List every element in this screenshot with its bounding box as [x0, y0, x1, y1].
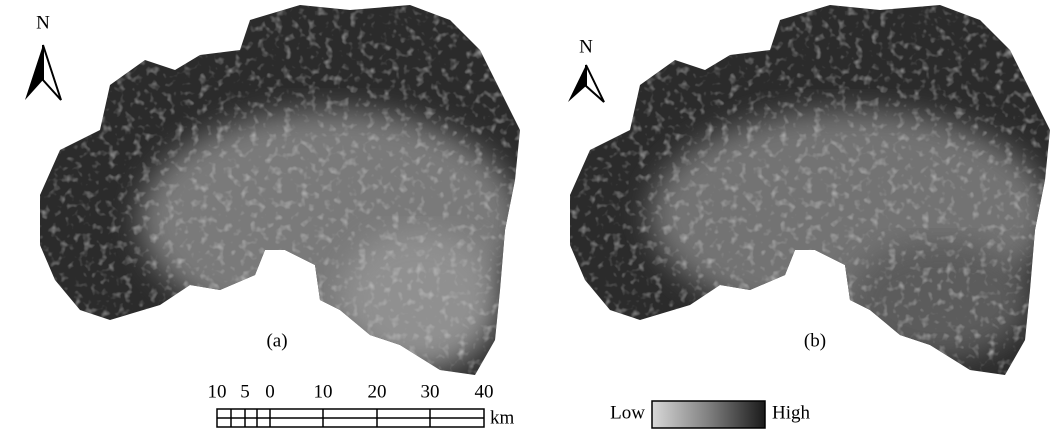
scale-label: 10	[208, 381, 227, 402]
scale-label: 40	[475, 381, 494, 402]
legend-ramp	[652, 401, 765, 428]
scale-label: 5	[240, 381, 250, 402]
legend-low: Low	[610, 402, 645, 423]
north-label: N	[579, 36, 593, 57]
scale-bar	[217, 409, 484, 427]
scale-label: 30	[421, 381, 440, 402]
caption: (b)	[804, 330, 826, 351]
legend-high: High	[772, 402, 811, 423]
scale-label: 0	[265, 381, 275, 402]
north-arrow: N	[568, 36, 604, 102]
map-b	[560, 0, 1051, 380]
caption: (a)	[266, 330, 287, 351]
scale-label: 10	[314, 381, 333, 402]
scale-unit: km	[490, 407, 515, 428]
north-label: N	[36, 12, 50, 33]
figure: N N (a) (b) 10 5 0 10 20 30 40 km Low Hi…	[0, 0, 1051, 434]
north-arrow: N	[25, 12, 61, 100]
scale-label: 20	[368, 381, 387, 402]
map-a	[30, 0, 530, 380]
